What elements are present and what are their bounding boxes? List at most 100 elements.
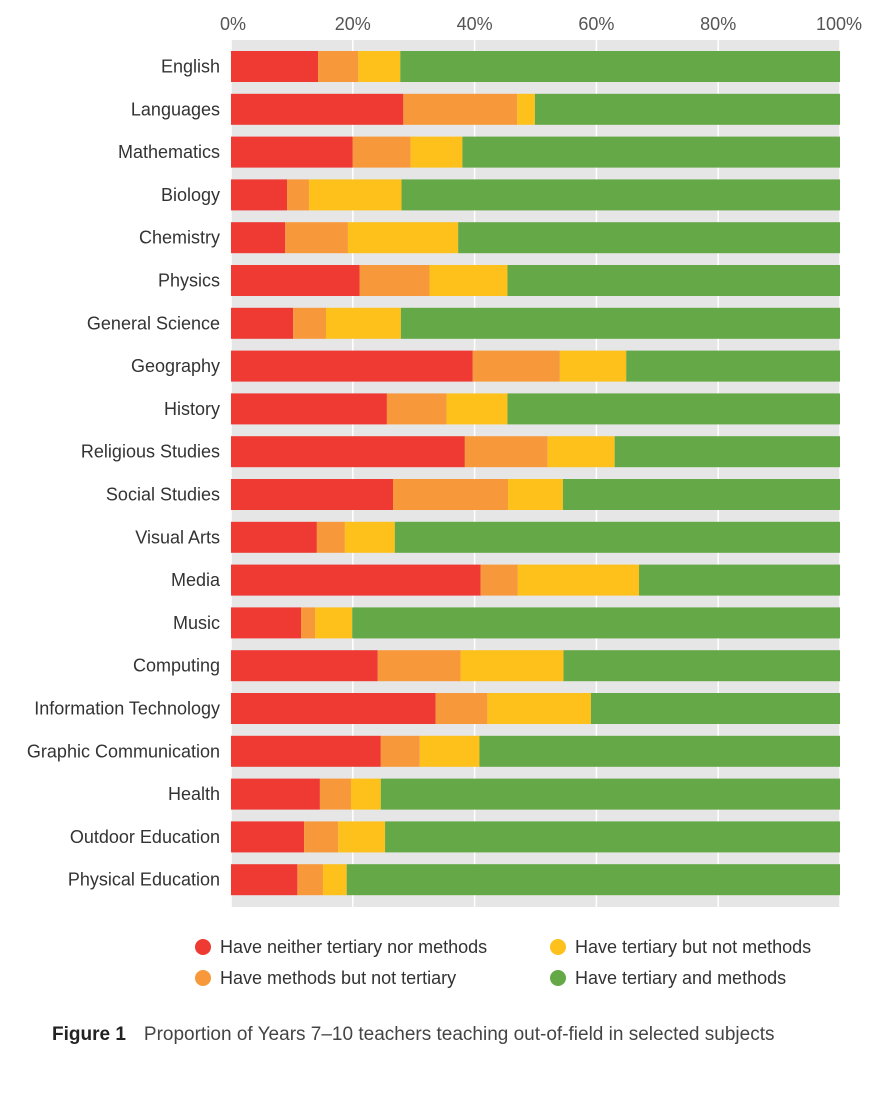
bar-segment (346, 864, 840, 896)
bar-segment (487, 693, 591, 724)
bar-segment (358, 51, 401, 82)
bar-segment (563, 650, 840, 682)
bar-segment (319, 778, 351, 810)
bar-segment (231, 265, 360, 296)
bar-segment (304, 821, 339, 853)
category-label: General Science (87, 313, 220, 333)
bar-segment (590, 693, 840, 724)
category-label: Mathematics (118, 142, 220, 162)
bar-segment (347, 222, 459, 254)
bar-segment (508, 479, 563, 510)
x-tick-label: 20% (335, 14, 371, 34)
bar-segment (231, 93, 404, 125)
category-label: Graphic Communication (27, 741, 220, 761)
bar-segment (231, 222, 286, 254)
category-label: Social Studies (106, 485, 220, 505)
bar-segment (403, 93, 518, 125)
bar-segment (231, 693, 436, 724)
bar-segment (464, 436, 548, 468)
category-label: Religious Studies (81, 442, 220, 462)
legend-label: Have neither tertiary nor methods (220, 937, 487, 957)
bar-segment (562, 479, 840, 510)
bar-segment (385, 821, 840, 853)
legend-label: Have tertiary but not methods (575, 937, 811, 957)
bar-segment (231, 307, 294, 339)
bar-segment (231, 436, 465, 468)
x-tick-label: 100% (816, 14, 862, 34)
bar-segment (326, 307, 401, 339)
bar-segment (480, 564, 518, 596)
bar-segment (297, 864, 323, 896)
bar-segment (517, 564, 640, 596)
category-label: Outdoor Education (70, 827, 220, 847)
bar-segment (547, 436, 615, 468)
bar-segment (472, 350, 560, 382)
bar-segment (429, 265, 508, 296)
bar-segment (231, 607, 302, 639)
bar-segment (639, 564, 840, 596)
bar-segment (338, 821, 386, 853)
bar-segment (231, 564, 481, 596)
bar-segment (285, 222, 348, 254)
legend-label: Have tertiary and methods (575, 968, 786, 988)
category-label: Computing (133, 656, 220, 676)
bar-segment (507, 393, 840, 425)
bar-segment (293, 307, 327, 339)
bar-segment (626, 350, 840, 382)
category-label: Physical Education (68, 870, 220, 890)
bar-segment (301, 607, 316, 639)
bar-segment (231, 821, 305, 853)
figure-caption: Figure 1 Proportion of Years 7–10 teacher… (52, 1024, 872, 1046)
bar-segment (231, 864, 298, 896)
plot-area (231, 40, 840, 907)
category-label: Media (171, 570, 221, 590)
category-label: Geography (131, 356, 220, 376)
bar-segment (352, 607, 840, 639)
bar-segment (344, 521, 395, 553)
bar-segment (359, 265, 430, 296)
category-label: English (161, 57, 220, 77)
bar-segment (401, 179, 840, 211)
x-tick-label: 0% (220, 14, 246, 34)
bar-segment (231, 735, 381, 767)
legend-swatch (195, 939, 211, 955)
bar-segment (400, 307, 840, 339)
x-tick-label: 40% (457, 14, 493, 34)
bar-segment (462, 136, 840, 168)
category-label: History (164, 399, 220, 419)
bar-segment (460, 650, 564, 682)
legend-swatch (550, 939, 566, 955)
bar-segment (287, 179, 309, 211)
category-label: Health (168, 784, 220, 804)
bar-segment (308, 179, 402, 211)
category-label: Languages (131, 99, 220, 119)
bar-segment (231, 393, 387, 425)
bar-segment (394, 521, 840, 553)
bar-segment (559, 350, 627, 382)
category-label: Physics (158, 271, 220, 291)
category-label: Chemistry (139, 228, 220, 248)
bar-segment (350, 778, 381, 810)
legend-swatch (195, 970, 211, 986)
bar-segment (517, 93, 535, 125)
bar-segment (458, 222, 840, 254)
bar-segment (231, 521, 317, 553)
x-tick-label: 80% (700, 14, 736, 34)
bar-segment (392, 479, 509, 510)
category-label: Biology (161, 185, 220, 205)
bar-segment (400, 51, 840, 82)
bar-segment (316, 521, 345, 553)
bar-segment (435, 693, 488, 724)
bar-segment (507, 265, 840, 296)
bar-segment (386, 393, 447, 425)
bar-segment (231, 179, 288, 211)
bar-segment (315, 607, 353, 639)
bar-segment (614, 436, 840, 468)
bar-segment (410, 136, 463, 168)
stacked-bar-chart: 0% 20% 40% 60% 80% 100% English Languages Mathe… (27, 14, 862, 988)
bar-segment (534, 93, 840, 125)
bar-segment (380, 735, 420, 767)
bar-segment (231, 778, 320, 810)
bar-segment (380, 778, 840, 810)
bar-segment (446, 393, 508, 425)
